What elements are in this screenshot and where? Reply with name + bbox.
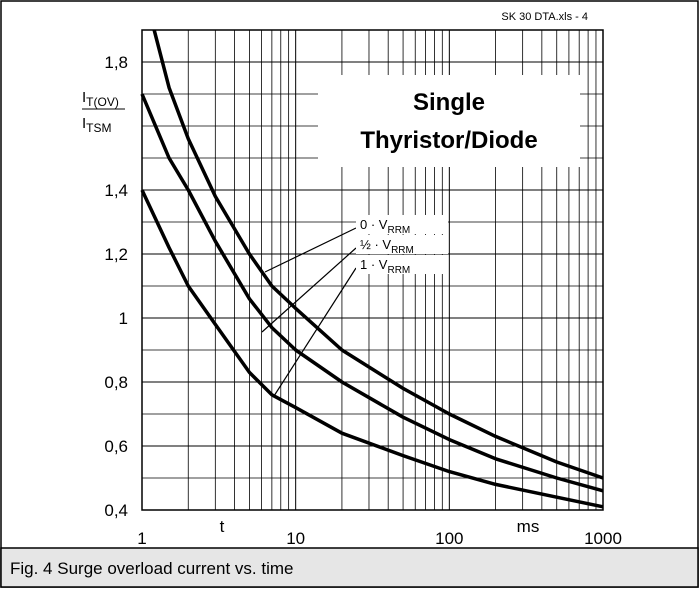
leader-line xyxy=(261,247,357,333)
series-label-main: ½ · V xyxy=(360,237,391,252)
curve xyxy=(140,93,604,493)
x-axis-unit: ms xyxy=(517,517,540,536)
x-tick-label: 10 xyxy=(286,529,305,548)
x-tick-label: 100 xyxy=(435,529,463,548)
y-tick-label: 1,8 xyxy=(104,53,128,72)
y-tick-label: 0,8 xyxy=(104,373,128,392)
series-label: ½ · VRRM xyxy=(360,237,414,256)
leader-line xyxy=(273,267,357,397)
series-label-sub: RRM xyxy=(387,225,410,236)
series-label-box xyxy=(356,255,448,274)
series-label-sub: RRM xyxy=(387,265,410,276)
header: SK 30 DTA.xls - 4 xyxy=(501,11,588,23)
x-axis-label: t xyxy=(220,517,225,536)
caption-band xyxy=(0,547,699,588)
y-tick-label: 1 xyxy=(119,309,128,328)
annotation: Thyristor/Diode xyxy=(360,127,537,154)
caption: Fig. 4 Surge overload current vs. time xyxy=(10,559,293,578)
curves xyxy=(140,29,604,509)
leader-line xyxy=(264,227,357,273)
y-tick-label: 0,4 xyxy=(104,501,128,520)
x-tick-label: 1000 xyxy=(584,529,622,548)
series-label: 0 · VRRM xyxy=(360,217,410,236)
y-label-denominator: ITSM xyxy=(82,115,112,135)
y-label-numerator: IT(OV) xyxy=(82,89,119,109)
curve xyxy=(140,189,604,509)
series-label: 1 · VRRM xyxy=(360,257,410,276)
series-label-sub: RRM xyxy=(391,245,414,256)
annotation: Single xyxy=(413,89,485,116)
curve xyxy=(152,29,604,480)
series-label-main: 0 · V xyxy=(360,217,388,232)
leader-lines xyxy=(261,227,357,397)
annotation-box xyxy=(318,75,580,167)
plot-border xyxy=(141,29,604,511)
y-axis-label: IT(OV) ITSM xyxy=(82,89,125,135)
series-label-main: 1 · V xyxy=(360,257,388,272)
y-tick-label: 0,6 xyxy=(104,437,128,456)
series-label-box xyxy=(356,215,448,234)
x-tick-label: 1 xyxy=(137,529,146,548)
series-label-box xyxy=(356,235,448,254)
y-tick-label: 1,2 xyxy=(104,245,128,264)
y-tick-label: 1,4 xyxy=(104,181,128,200)
